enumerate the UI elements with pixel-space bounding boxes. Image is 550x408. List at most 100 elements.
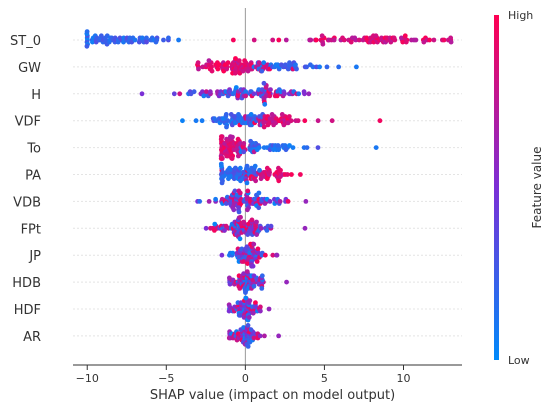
shap-point xyxy=(115,39,121,45)
shap-point xyxy=(364,35,370,41)
feature-label: ST_0 xyxy=(10,34,41,49)
shap-point xyxy=(241,141,247,146)
colorbar-title: Feature value xyxy=(530,147,544,229)
shap-point xyxy=(251,283,257,289)
shap-point xyxy=(259,286,265,291)
shap-point xyxy=(236,58,242,63)
shap-point xyxy=(222,228,227,233)
shap-point xyxy=(231,207,237,213)
shap-point xyxy=(256,190,262,196)
shap-point xyxy=(253,304,259,310)
shap-point xyxy=(191,89,197,95)
feature-labels: ST_0 GW H VDF To PA VDB FPt JP HDB HDF AR xyxy=(10,34,41,345)
shap-point xyxy=(154,37,160,43)
shap-point xyxy=(264,228,270,233)
shap-point xyxy=(391,35,397,41)
feature-label: FPt xyxy=(21,222,41,237)
shap-point xyxy=(258,176,264,182)
shap-point xyxy=(431,37,437,43)
shap-point xyxy=(377,118,383,124)
shap-point xyxy=(276,147,282,153)
shap-point xyxy=(245,261,250,266)
shap-point xyxy=(268,87,273,92)
shap-point xyxy=(176,37,181,43)
shap-point xyxy=(403,39,409,45)
shap-point xyxy=(244,180,250,186)
shap-point xyxy=(304,64,309,70)
shap-point xyxy=(241,271,247,277)
shap-point xyxy=(324,64,330,70)
shap-point xyxy=(251,335,257,341)
shap-point xyxy=(289,172,294,177)
shap-point xyxy=(288,118,294,124)
shap-point xyxy=(245,207,250,213)
shap-point xyxy=(233,56,238,61)
shap-point xyxy=(257,167,262,173)
shap-point xyxy=(293,62,298,68)
shap-point xyxy=(244,269,250,274)
shap-point xyxy=(144,35,149,41)
shap-point xyxy=(235,136,241,142)
shap-point xyxy=(306,91,312,97)
shap-point xyxy=(247,298,253,303)
shap-point xyxy=(267,170,273,175)
shap-point xyxy=(297,172,303,177)
shap-point xyxy=(259,68,265,74)
shap-point xyxy=(283,62,288,68)
shap-point xyxy=(218,156,224,162)
shap-point xyxy=(243,295,249,301)
shap-point xyxy=(352,35,358,41)
shap-point xyxy=(276,178,282,184)
shap-point xyxy=(196,66,201,72)
shap-point xyxy=(251,241,257,247)
feature-label: JP xyxy=(28,249,41,264)
colorbar xyxy=(494,15,499,360)
shap-point xyxy=(213,196,218,202)
shap-point xyxy=(302,118,308,124)
shap-point xyxy=(254,232,260,238)
shap-point xyxy=(264,165,270,171)
shap-point xyxy=(238,312,243,318)
shap-point xyxy=(203,89,209,95)
shap-point xyxy=(398,35,404,41)
shap-point xyxy=(340,35,345,41)
shap-point xyxy=(353,64,359,70)
shap-point xyxy=(237,236,243,242)
shap-point xyxy=(256,145,262,151)
shap-point xyxy=(243,89,249,95)
shap-point xyxy=(180,118,185,124)
shap-point xyxy=(373,33,379,39)
shap-point xyxy=(276,37,282,43)
shap-point xyxy=(295,118,301,124)
shap-point xyxy=(294,66,299,72)
shap-point xyxy=(256,60,262,66)
shap-point xyxy=(257,333,263,339)
shap-point xyxy=(261,60,267,66)
shap-point xyxy=(144,39,149,45)
shap-point xyxy=(245,344,251,349)
shap-point xyxy=(177,91,183,97)
shap-point xyxy=(236,188,242,194)
shap-point xyxy=(236,112,241,117)
shap-point xyxy=(315,118,321,124)
shap-point xyxy=(98,33,104,39)
shap-point xyxy=(235,153,241,159)
shap-point xyxy=(348,39,354,45)
shap-point xyxy=(215,66,221,72)
shap-point xyxy=(209,68,215,74)
shap-point xyxy=(219,180,225,186)
shap-point xyxy=(448,39,454,45)
shap-point xyxy=(267,199,273,204)
shap-point xyxy=(253,300,258,306)
shap-point xyxy=(241,259,247,264)
feature-label: GW xyxy=(18,61,41,76)
shap-point xyxy=(262,333,267,339)
shap-point xyxy=(251,37,257,43)
shap-point xyxy=(275,143,281,148)
shap-point xyxy=(267,120,273,126)
shap-point xyxy=(262,101,268,107)
shap-point xyxy=(248,327,254,332)
feature-label: HDB xyxy=(12,276,41,291)
shap-point xyxy=(252,163,258,169)
